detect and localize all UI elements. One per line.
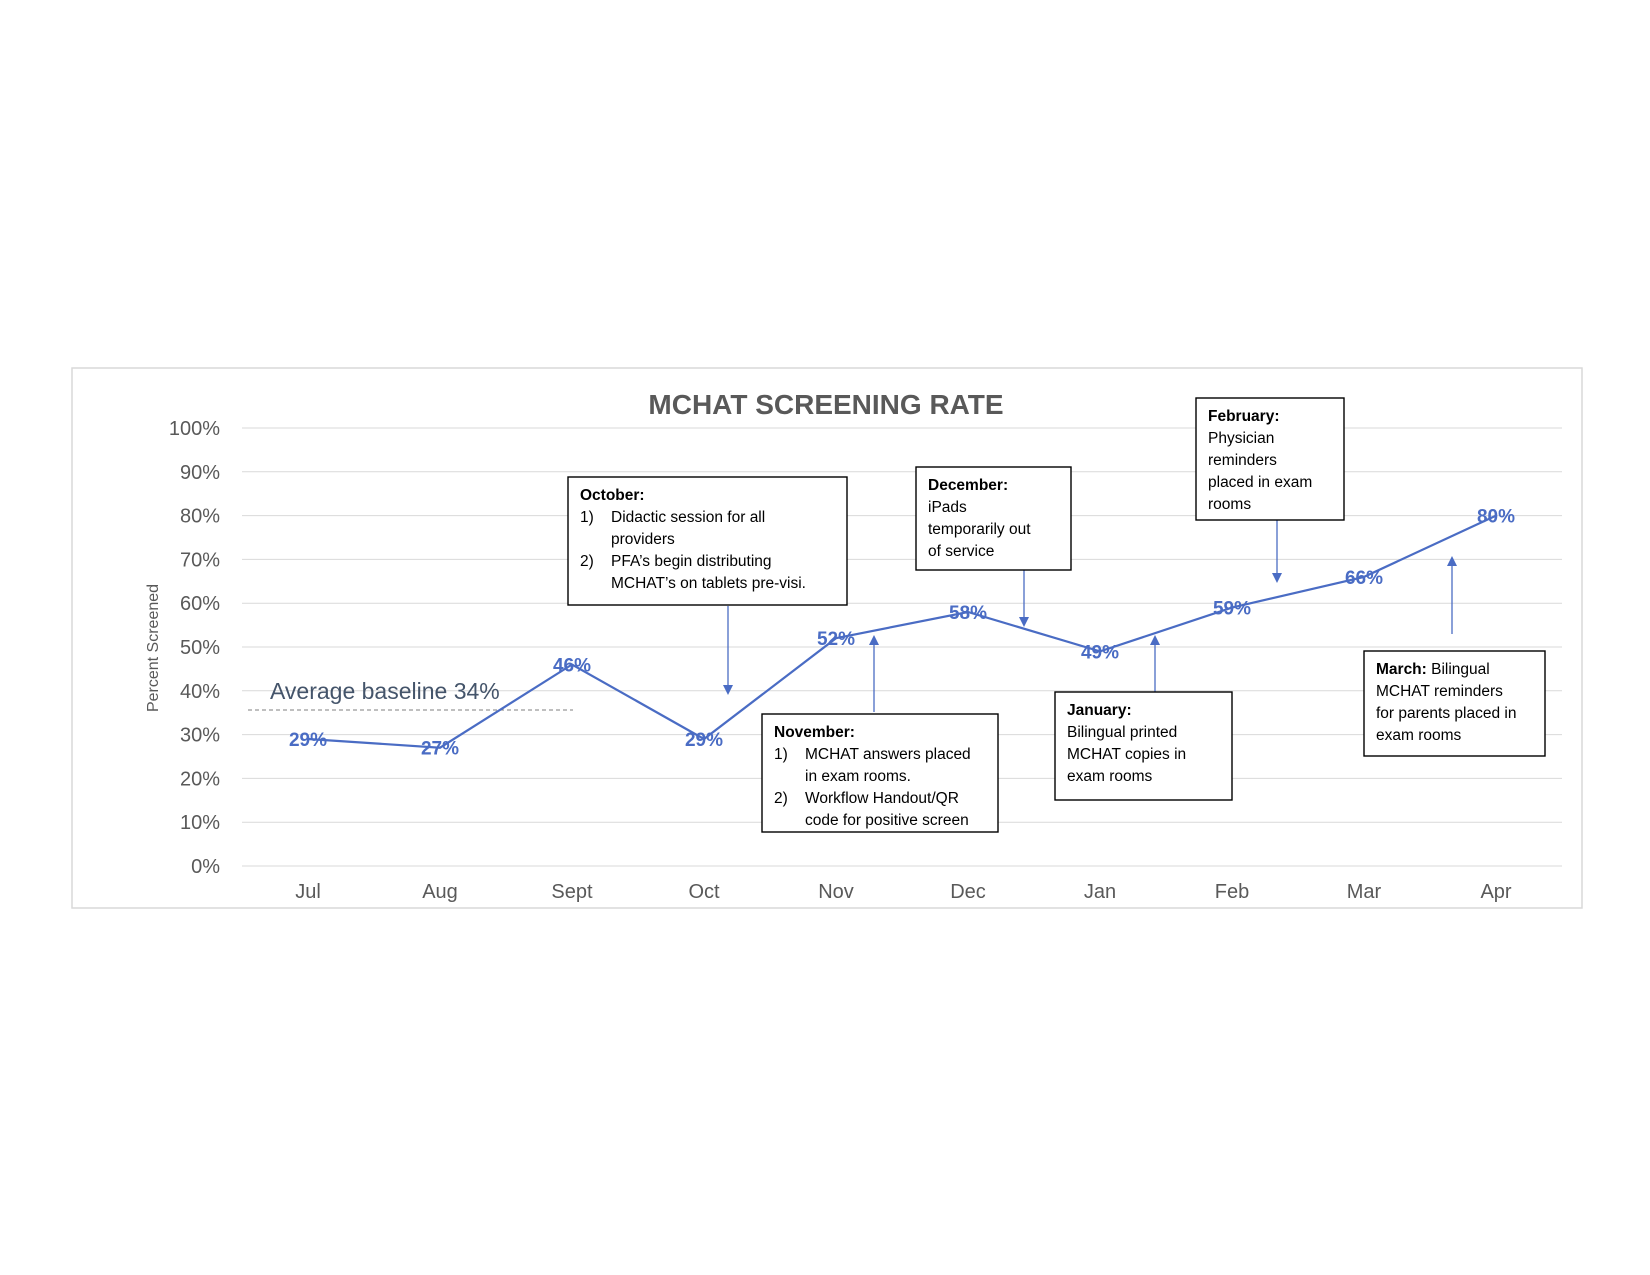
- annotation-box: [915, 466, 1072, 571]
- annotation-heading: February:: [1208, 408, 1280, 425]
- annotation-box: [1363, 650, 1546, 757]
- annotation-line: Workflow Handout/QR: [805, 790, 959, 807]
- annotation-heading-bold: March:: [1376, 661, 1427, 678]
- data-label: 66%: [1345, 568, 1383, 589]
- x-tick-label: Sept: [551, 881, 593, 903]
- data-label: 80%: [1477, 507, 1515, 528]
- annotation-heading: November:: [774, 724, 855, 741]
- baseline-label: Average baseline 34%: [270, 678, 500, 704]
- y-tick-label: 20%: [180, 768, 220, 790]
- annotation-line: MCHAT reminders: [1376, 683, 1503, 700]
- y-tick-label: 40%: [180, 681, 220, 703]
- annotation-heading-bold: January:: [1067, 702, 1132, 719]
- annotation-box: [761, 713, 999, 833]
- annotation-box-group: December: iPads temporarily out of service: [915, 466, 1072, 571]
- annotation-line: of service: [928, 543, 994, 560]
- annotation-box-group: November: 1) MCHAT answers placed in exam r…: [761, 713, 999, 833]
- y-tick-label: 10%: [180, 812, 220, 834]
- y-tick-label: 100%: [169, 418, 220, 440]
- annotation-line: code for positive screen: [805, 812, 969, 829]
- data-label: 49%: [1081, 642, 1119, 663]
- x-tick-label: Jul: [295, 881, 321, 903]
- annotation-box-group: October: 1) Didactic session for all provid…: [567, 476, 848, 606]
- annotation-arrows: [723, 518, 1457, 712]
- annotations: October: 1) Didactic session for all provid…: [567, 397, 1546, 833]
- annotation-line: for parents placed in: [1376, 705, 1516, 722]
- annotation-heading-tail: Bilingual: [1427, 661, 1490, 678]
- x-tick-label: Mar: [1347, 881, 1382, 903]
- x-axis-ticks: Jul Aug Sept Oct Nov Dec Jan Feb Mar Apr: [295, 881, 1512, 903]
- annotation-line: in exam rooms.: [805, 768, 911, 785]
- annotation-box: [1054, 691, 1233, 801]
- y-tick-label: 60%: [180, 593, 220, 615]
- series-line: [307, 514, 1497, 749]
- data-label: 52%: [817, 629, 855, 650]
- annotation-heading: March: Bilingual: [1376, 661, 1490, 678]
- x-tick-label: Aug: [422, 881, 458, 903]
- annotation-line: MCHAT’s on tablets pre-visi.: [611, 575, 806, 592]
- annotation-heading: December:: [928, 477, 1008, 494]
- annotation-item-number: 1): [580, 509, 594, 526]
- annotation-box: [567, 476, 848, 606]
- annotation-heading-bold: October:: [580, 487, 645, 504]
- annotation-line: PFA’s begin distributing: [611, 553, 772, 570]
- annotation-heading-bold: December:: [928, 477, 1008, 494]
- annotation-box-group: March: Bilingual MCHAT reminders for paren…: [1363, 650, 1546, 757]
- y-tick-label: 50%: [180, 637, 220, 659]
- y-tick-label: 0%: [191, 856, 220, 878]
- annotation-line: MCHAT answers placed: [805, 746, 971, 763]
- annotation-line: Didactic session for all: [611, 509, 765, 526]
- y-tick-label: 30%: [180, 725, 220, 747]
- x-tick-label: Dec: [950, 881, 986, 903]
- y-axis-ticks: 0% 10% 20% 30% 40% 50% 60% 70% 80% 90% 100%: [169, 418, 220, 878]
- annotation-item-number: 2): [774, 790, 788, 807]
- x-tick-label: Apr: [1480, 881, 1511, 903]
- annotation-line: rooms: [1208, 496, 1251, 513]
- annotation-line: exam rooms: [1067, 768, 1153, 785]
- annotation-line: reminders: [1208, 452, 1277, 469]
- data-labels: 29% 27% 46% 29% 52% 58% 49% 59% 66% 80%: [289, 507, 1515, 760]
- data-label: 27%: [421, 739, 459, 760]
- annotation-item-number: 2): [580, 553, 594, 570]
- annotation-heading: October:: [580, 487, 645, 504]
- annotation-line: MCHAT copies in: [1067, 746, 1186, 763]
- y-axis-label: Percent Screened: [145, 584, 162, 712]
- annotation-box-group: February: Physician reminders placed in exa…: [1195, 397, 1345, 521]
- data-label: 29%: [685, 730, 723, 751]
- data-label: 58%: [949, 603, 987, 624]
- gridlines: [242, 427, 1562, 867]
- y-tick-label: 70%: [180, 549, 220, 571]
- annotation-box: [1195, 397, 1345, 521]
- series-line-group: [307, 514, 1497, 749]
- annotation-line: Physician: [1208, 430, 1274, 447]
- x-tick-label: Jan: [1084, 881, 1116, 903]
- annotation-item-number: 1): [774, 746, 788, 763]
- annotation-line: iPads: [928, 499, 967, 516]
- data-label: 29%: [289, 730, 327, 751]
- annotation-box-group: January: Bilingual printed MCHAT copies in…: [1054, 691, 1233, 801]
- annotation-heading: January:: [1067, 702, 1132, 719]
- x-tick-label: Feb: [1215, 881, 1249, 903]
- annotation-line: temporarily out: [928, 521, 1031, 538]
- data-label: 46%: [553, 656, 591, 677]
- annotation-heading-bold: November:: [774, 724, 855, 741]
- x-tick-label: Nov: [818, 881, 854, 903]
- annotation-line: providers: [611, 531, 675, 548]
- annotation-line: exam rooms: [1376, 727, 1462, 744]
- y-tick-label: 80%: [180, 506, 220, 528]
- chart-title: MCHAT SCREENING RATE: [648, 389, 1003, 420]
- x-tick-label: Oct: [688, 881, 720, 903]
- annotation-line: placed in exam: [1208, 474, 1312, 491]
- baseline-group: Average baseline 34%: [248, 678, 573, 711]
- annotation-line: Bilingual printed: [1067, 724, 1177, 741]
- y-tick-label: 90%: [180, 462, 220, 484]
- data-label: 59%: [1213, 599, 1251, 620]
- annotation-heading-bold: February:: [1208, 408, 1280, 425]
